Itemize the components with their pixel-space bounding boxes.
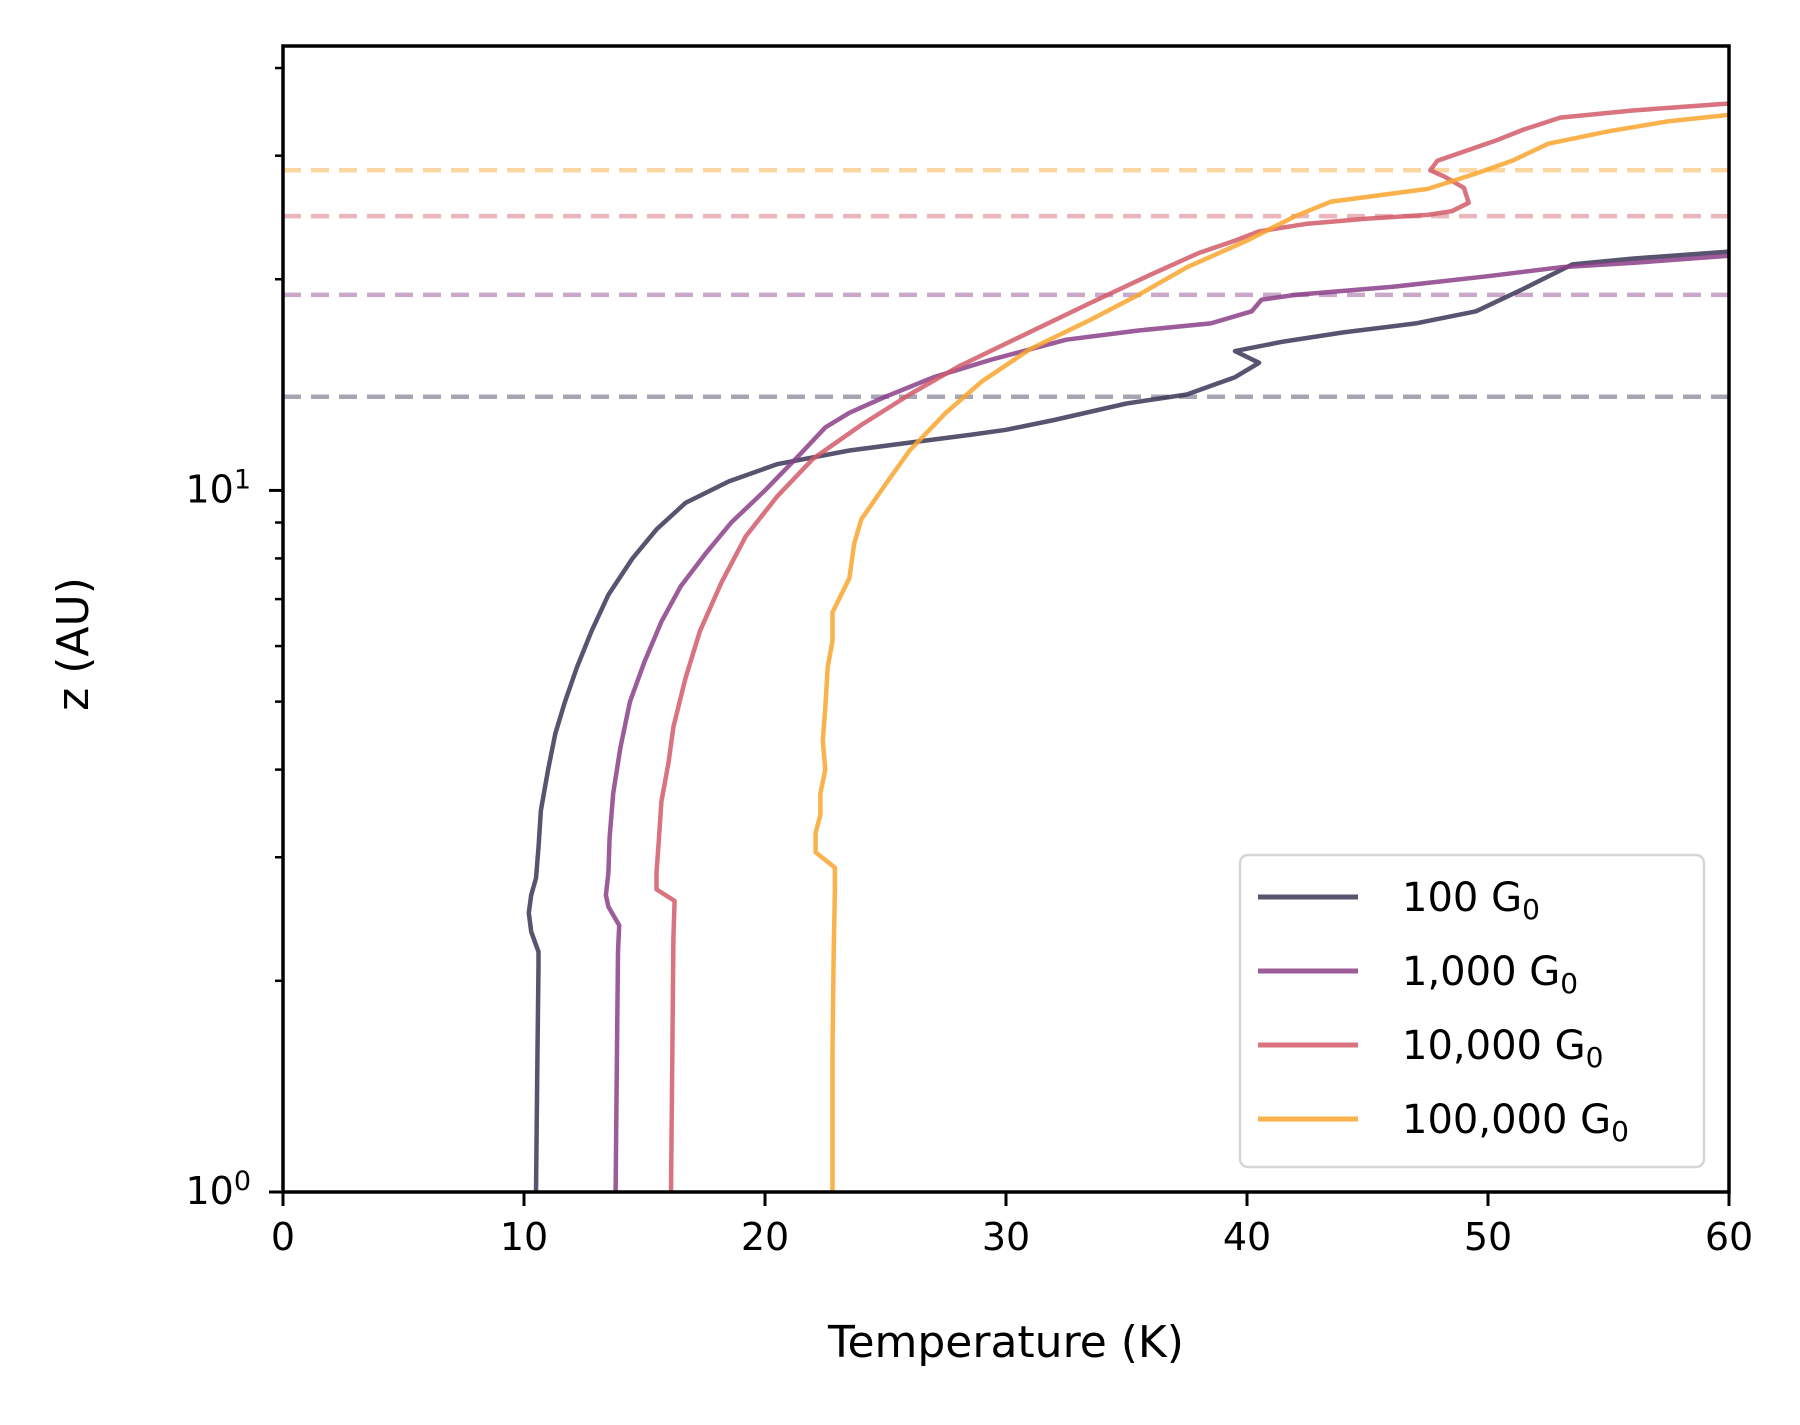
legend: 100 G0 1,000 G0 10,000 G0 100,000 G0 xyxy=(1238,853,1706,1169)
series-line-1 xyxy=(603,253,1730,1193)
series-line-0 xyxy=(526,249,1730,1193)
series-lines xyxy=(526,101,1730,1193)
series-line-3 xyxy=(813,112,1730,1192)
x-tick-label-2: 20 xyxy=(741,1215,789,1259)
y-tick-label-1: 101 xyxy=(185,464,251,511)
x-tick-label-5: 50 xyxy=(1464,1215,1512,1259)
y-tick-label-0: 100 xyxy=(185,1166,251,1213)
x-tick-label-4: 40 xyxy=(1223,1215,1271,1259)
legend-label-2: 10,000 G0 xyxy=(1402,1023,1604,1074)
x-tick-label-0: 0 xyxy=(271,1215,295,1259)
y-axis-ticks: 100 101 xyxy=(185,66,283,1213)
legend-label-0: 100 G0 xyxy=(1402,875,1540,926)
series-line-2 xyxy=(654,101,1730,1193)
x-axis-label: Temperature (K) xyxy=(827,1317,1184,1368)
x-tick-label-6: 60 xyxy=(1705,1215,1753,1259)
legend-label-1: 1,000 G0 xyxy=(1402,949,1578,1000)
x-tick-label-3: 30 xyxy=(982,1215,1030,1259)
y-axis-label: z (AU) xyxy=(48,577,99,711)
x-tick-label-1: 10 xyxy=(500,1215,548,1259)
x-axis-ticks: 0 10 20 30 40 50 60 xyxy=(271,1192,1753,1259)
legend-label-3: 100,000 G0 xyxy=(1402,1097,1629,1148)
legend-box xyxy=(1238,853,1706,1169)
